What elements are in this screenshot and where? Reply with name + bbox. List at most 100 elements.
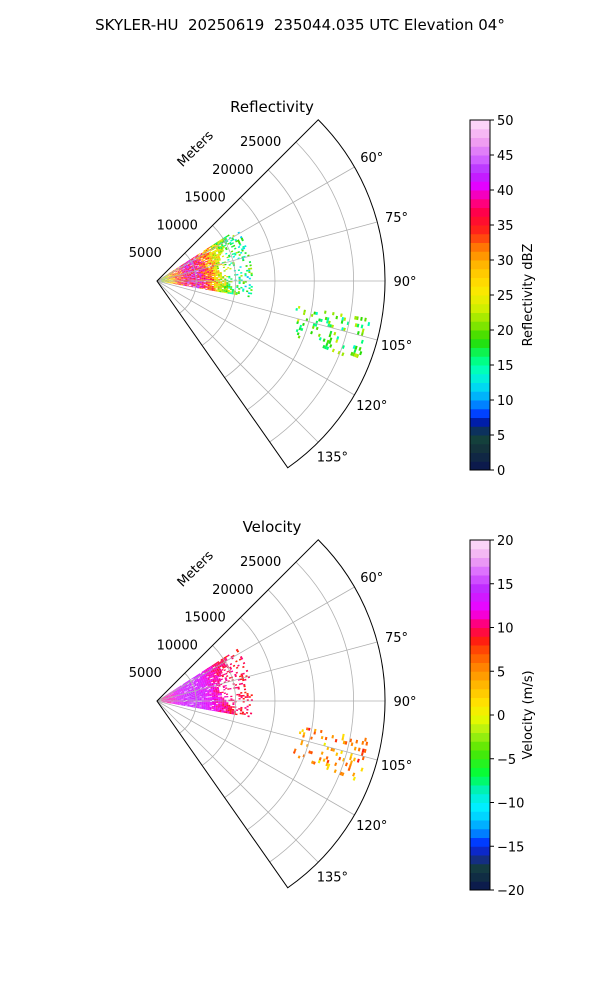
- echo-gate: [185, 703, 188, 705]
- echo-gate: [298, 731, 302, 735]
- echo-gate: [205, 708, 208, 710]
- echo-gate: [203, 686, 206, 688]
- echo-gate: [177, 703, 180, 705]
- echo-gate: [191, 274, 194, 276]
- echo-gate: [203, 697, 206, 699]
- echo-gate: [174, 693, 177, 695]
- echo-gate: [212, 255, 216, 258]
- echo-gate: [220, 277, 223, 279]
- echo-gate: [196, 259, 200, 262]
- echo-gate: [199, 706, 202, 708]
- echo-gate: [312, 761, 316, 765]
- range-ring: [224, 197, 276, 378]
- echo-gate: [303, 309, 306, 313]
- echo-gate: [191, 284, 194, 286]
- azimuth-spoke: [156, 221, 378, 282]
- echo-gate: [184, 267, 187, 270]
- echo-gate: [196, 678, 199, 680]
- echo-gate: [188, 273, 191, 275]
- colorbar-segment: [470, 443, 490, 453]
- echo-gate: [170, 277, 173, 279]
- echo-gate: [181, 282, 184, 284]
- echo-gate: [193, 282, 196, 284]
- echo-gate: [214, 678, 217, 681]
- echo-gate: [195, 266, 198, 268]
- azimuth-spoke: [156, 280, 319, 443]
- echo-gate: [250, 699, 253, 701]
- echo-gate: [185, 277, 188, 279]
- echo-gate: [188, 264, 191, 267]
- echo-gate: [180, 694, 183, 696]
- echo-gate: [226, 284, 229, 286]
- echo-gate: [176, 689, 179, 692]
- echo-gate: [190, 690, 193, 692]
- echo-gate: [208, 689, 212, 691]
- echo-gate: [180, 688, 183, 690]
- echo-gate: [197, 687, 200, 689]
- echo-gate: [202, 261, 205, 263]
- echo-gate: [211, 705, 214, 707]
- echo-gate: [199, 697, 202, 699]
- echo-gate: [223, 692, 226, 694]
- echo-gate: [207, 695, 210, 697]
- echo-gate: [208, 667, 212, 670]
- echo-gate: [216, 679, 220, 682]
- echo-gate: [219, 286, 223, 288]
- echo-gate: [349, 756, 352, 761]
- echo-gate: [211, 271, 214, 273]
- echo-gate: [207, 284, 210, 286]
- echo-gate: [221, 239, 224, 243]
- echo-gate: [219, 275, 223, 277]
- echo-gate: [176, 693, 179, 695]
- echo-gate: [192, 269, 195, 271]
- echo-gate: [166, 276, 169, 278]
- echo-gate: [201, 703, 204, 705]
- echo-gate: [219, 241, 222, 244]
- echo-gate: [227, 710, 230, 713]
- echo-gate: [209, 262, 212, 264]
- echo-gate: [191, 279, 194, 280]
- echo-gate: [187, 698, 190, 700]
- echo-gate: [174, 694, 177, 696]
- echo-gate: [179, 697, 182, 698]
- echo-gate: [237, 240, 241, 244]
- echo-gate: [361, 328, 365, 333]
- echo-gate: [174, 274, 177, 276]
- echo-gate: [343, 327, 346, 332]
- echo-gate: [181, 691, 184, 693]
- echo-gate: [225, 238, 228, 242]
- echo-gate: [209, 698, 213, 700]
- echo-gate: [219, 245, 222, 248]
- echo-gate: [209, 683, 212, 685]
- echo-gate: [217, 707, 220, 709]
- echo-gate: [217, 671, 221, 674]
- echo-gate: [237, 686, 240, 689]
- echo-gate: [182, 267, 185, 269]
- echo-gate: [196, 255, 199, 257]
- echo-gate: [222, 246, 225, 249]
- echo-gate: [212, 245, 215, 248]
- echo-gate: [208, 256, 212, 258]
- echo-gate: [189, 683, 192, 685]
- echo-gate: [216, 278, 219, 280]
- echo-gate: [224, 237, 227, 241]
- echo-gate: [199, 283, 202, 285]
- echo-gate: [353, 349, 357, 354]
- echo-gate: [205, 679, 209, 682]
- echo-gate: [174, 283, 178, 285]
- echo-gate: [183, 688, 186, 690]
- echo-gate: [189, 706, 192, 708]
- echo-gate: [228, 264, 231, 266]
- echo-gate: [202, 676, 205, 679]
- echo-gate: [178, 273, 181, 275]
- colorbar-segment: [470, 837, 490, 847]
- colorbar-segment: [470, 338, 490, 348]
- echo-gate: [217, 254, 220, 257]
- echo-gate: [212, 688, 216, 691]
- colorbar-segment: [470, 627, 490, 637]
- colorbar-segment: [470, 312, 490, 322]
- echo-gate: [176, 693, 179, 695]
- echo-gate: [231, 292, 234, 295]
- echo-gate: [223, 688, 226, 691]
- echo-gate: [218, 248, 222, 251]
